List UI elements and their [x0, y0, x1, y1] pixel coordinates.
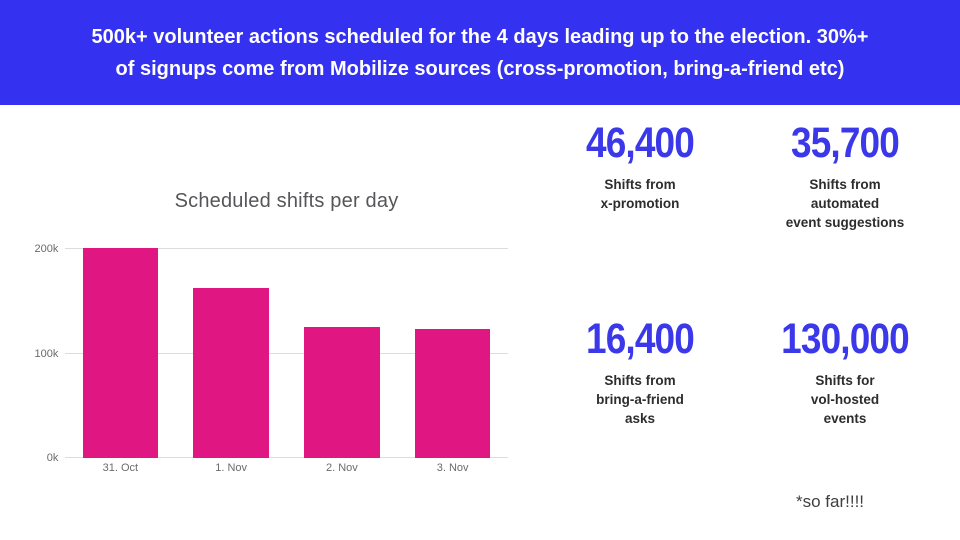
stat-automated-suggestions: 35,700 Shifts from automated event sugge…	[740, 122, 950, 233]
stat-label: Shifts from bring-a-friend asks	[596, 373, 684, 426]
footnote-so-far: *so far!!!!	[795, 492, 865, 511]
bar-1-nov	[193, 287, 269, 458]
stat-value: 46,400	[586, 119, 695, 167]
y-tick-label: 200k	[34, 243, 59, 256]
stat-x-promotion: 46,400 Shifts from x-promotion	[540, 122, 740, 214]
stat-bring-a-friend: 16,400 Shifts from bring-a-friend asks	[540, 318, 740, 429]
header-banner: 500k+ volunteer actions scheduled for th…	[0, 0, 960, 105]
x-tick-label: 2. Nov	[325, 462, 358, 474]
x-tick-label: 31. Oct	[102, 462, 139, 474]
headline-text: 500k+ volunteer actions scheduled for th…	[91, 25, 869, 80]
stats-grid: 46,400 Shifts from x-promotion 35,700 Sh…	[540, 122, 950, 462]
x-tick-label: 1. Nov	[215, 462, 248, 474]
gridline-100k	[65, 352, 508, 354]
chart-title: Scheduled shifts per day	[174, 190, 399, 212]
y-tick-label: 100k	[34, 347, 59, 360]
stat-value: 16,400	[586, 315, 695, 363]
stat-value: 130,000	[781, 315, 910, 363]
shifts-per-day-chart: Scheduled shifts per day 0k 100k 200k 31. …	[10, 120, 540, 495]
bar-2-nov	[304, 327, 380, 458]
gridline-0k	[65, 457, 508, 458]
gridline-200k	[65, 248, 508, 250]
stat-value: 35,700	[791, 119, 900, 167]
bar-31-oct	[82, 248, 159, 458]
stat-label: Shifts from automated event suggestions	[785, 177, 905, 230]
stat-label: Shifts for vol-hosted events	[810, 373, 880, 426]
chart-plot: 0k 100k 200k	[35, 225, 508, 464]
chart-x-axis: 31. Oct 1. Nov 2. Nov 3. Nov	[65, 462, 508, 478]
y-tick-label: 0k	[46, 452, 59, 464]
bar-3-nov	[414, 329, 491, 458]
x-tick-label: 3. Nov	[436, 462, 469, 474]
stat-label: Shifts from x-promotion	[600, 177, 680, 211]
stat-vol-hosted: 130,000 Shifts for vol-hosted events	[740, 318, 950, 429]
